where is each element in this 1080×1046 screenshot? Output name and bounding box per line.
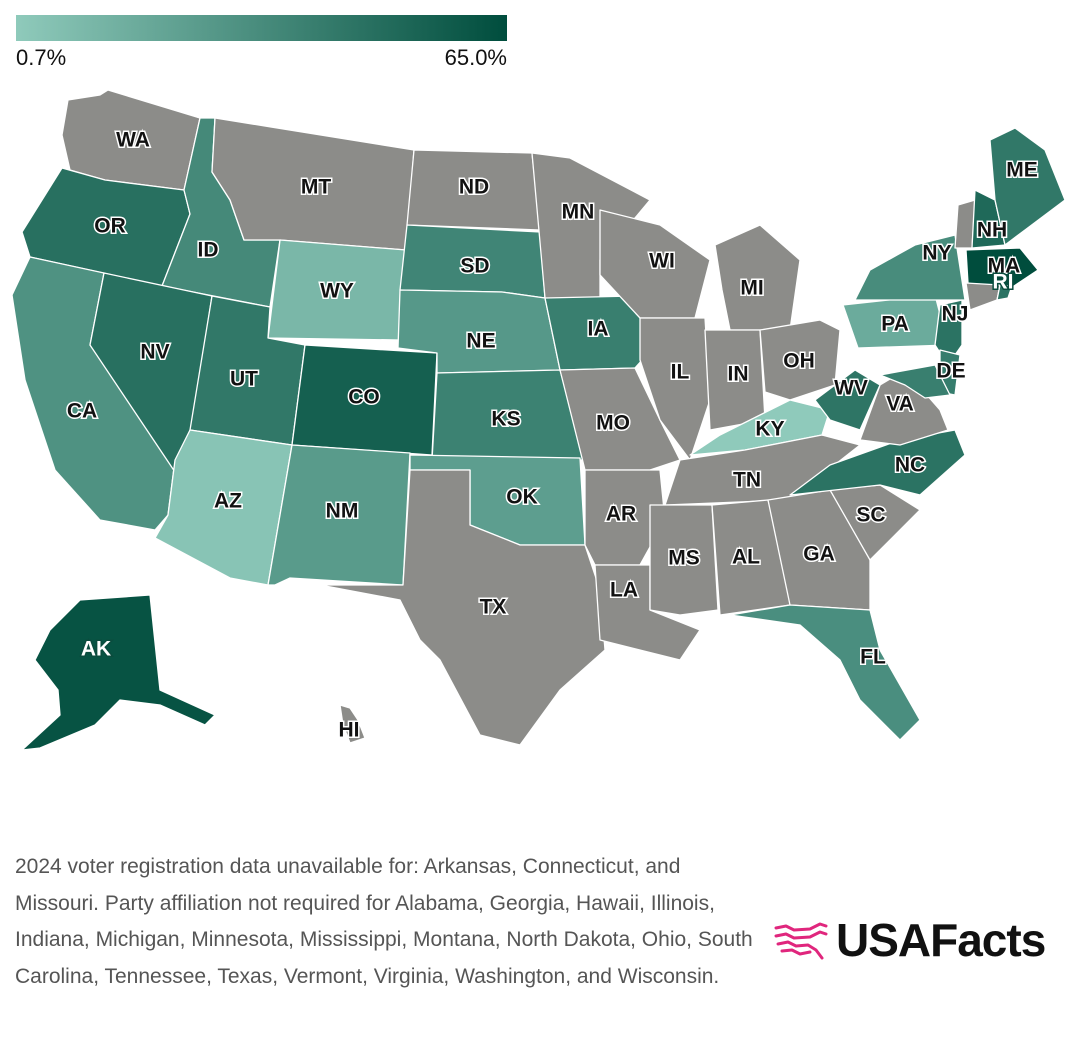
state-label-nm: NM	[326, 500, 359, 523]
state-label-ut: UT	[230, 368, 258, 391]
state-label-il: IL	[671, 361, 690, 384]
legend-gradient-bar	[16, 15, 507, 41]
state-label-pa: PA	[881, 313, 909, 336]
legend-labels: 0.7% 65.0%	[16, 45, 507, 75]
state-ms	[649, 504, 719, 616]
state-label-or: OR	[94, 215, 126, 238]
state-label-mt: MT	[301, 176, 331, 199]
state-label-in: IN	[728, 363, 749, 386]
state-tx	[319, 469, 606, 746]
state-fl	[729, 604, 921, 741]
state-label-mo: MO	[596, 412, 630, 435]
state-ny	[854, 234, 966, 301]
state-ri	[996, 284, 1013, 301]
state-label-la: LA	[610, 579, 638, 602]
usafacts-logo: USAFacts	[772, 912, 1046, 968]
state-nc	[789, 429, 966, 496]
state-label-ms: MS	[668, 547, 700, 570]
state-labels-layer: WA OR CA ID NV MT WY UT AZ CO NM ND SD NE KS OK TX MN IA MO…	[65, 127, 1039, 743]
state-label-nj: NJ	[942, 303, 969, 326]
state-label-tn: TN	[733, 469, 761, 492]
state-label-sc: SC	[856, 504, 885, 527]
state-md	[879, 364, 951, 399]
brand-name: USAFacts	[836, 914, 1046, 966]
state-label-tx: TX	[480, 596, 507, 619]
state-label-ak: AK	[81, 638, 111, 661]
state-label-nv: NV	[140, 341, 169, 364]
state-nm	[267, 444, 411, 586]
state-label-co: CO	[348, 386, 380, 409]
state-label-ri: RI	[993, 271, 1014, 294]
states-layer	[11, 89, 1066, 751]
state-label-ok: OK	[506, 486, 538, 509]
state-label-wy: WY	[320, 280, 354, 303]
color-legend: 0.7% 65.0%	[16, 15, 507, 75]
state-label-me: ME	[1006, 159, 1038, 182]
state-ma	[965, 247, 1039, 293]
state-label-ne: NE	[466, 330, 495, 353]
state-label-ny: NY	[922, 242, 951, 265]
state-label-oh: OH	[783, 350, 815, 373]
state-hi	[339, 704, 366, 744]
footnote: 2024 voter registration data unavailable…	[15, 855, 753, 988]
state-label-az: AZ	[214, 490, 242, 513]
state-label-de: DE	[936, 360, 965, 383]
state-label-ga: GA	[803, 543, 835, 566]
state-label-va: VA	[886, 393, 914, 416]
state-az	[154, 429, 293, 586]
usa-map-logo-icon	[774, 922, 828, 960]
state-label-ky: KY	[755, 418, 784, 441]
state-wv	[814, 369, 881, 431]
legend-max-label: 65.0%	[444, 45, 507, 70]
state-label-wi: WI	[649, 250, 675, 273]
us-state-map: WA OR CA ID NV MT WY UT AZ CO NM ND SD NE KS OK TX MN IA MO…	[11, 89, 1066, 751]
state-label-ia: IA	[588, 318, 609, 341]
state-me	[989, 127, 1066, 246]
legend-min-label: 0.7%	[16, 45, 67, 70]
state-label-mn: MN	[562, 201, 595, 224]
state-label-ma: MA	[988, 255, 1021, 278]
state-label-wv: WV	[834, 377, 868, 400]
state-label-nc: NC	[895, 454, 925, 477]
state-ak	[21, 594, 216, 751]
state-label-id: ID	[198, 239, 219, 262]
state-label-ks: KS	[491, 408, 520, 431]
state-label-sd: SD	[460, 255, 489, 278]
state-label-wa: WA	[116, 129, 150, 152]
state-label-fl: FL	[860, 646, 886, 669]
state-label-nd: ND	[459, 176, 489, 199]
state-label-nh: NH	[977, 219, 1007, 242]
state-label-mi: MI	[740, 277, 763, 300]
state-label-hi: HI	[339, 719, 360, 742]
state-label-ca: CA	[67, 400, 97, 423]
state-label-al: AL	[732, 546, 760, 569]
state-label-ar: AR	[606, 503, 636, 526]
